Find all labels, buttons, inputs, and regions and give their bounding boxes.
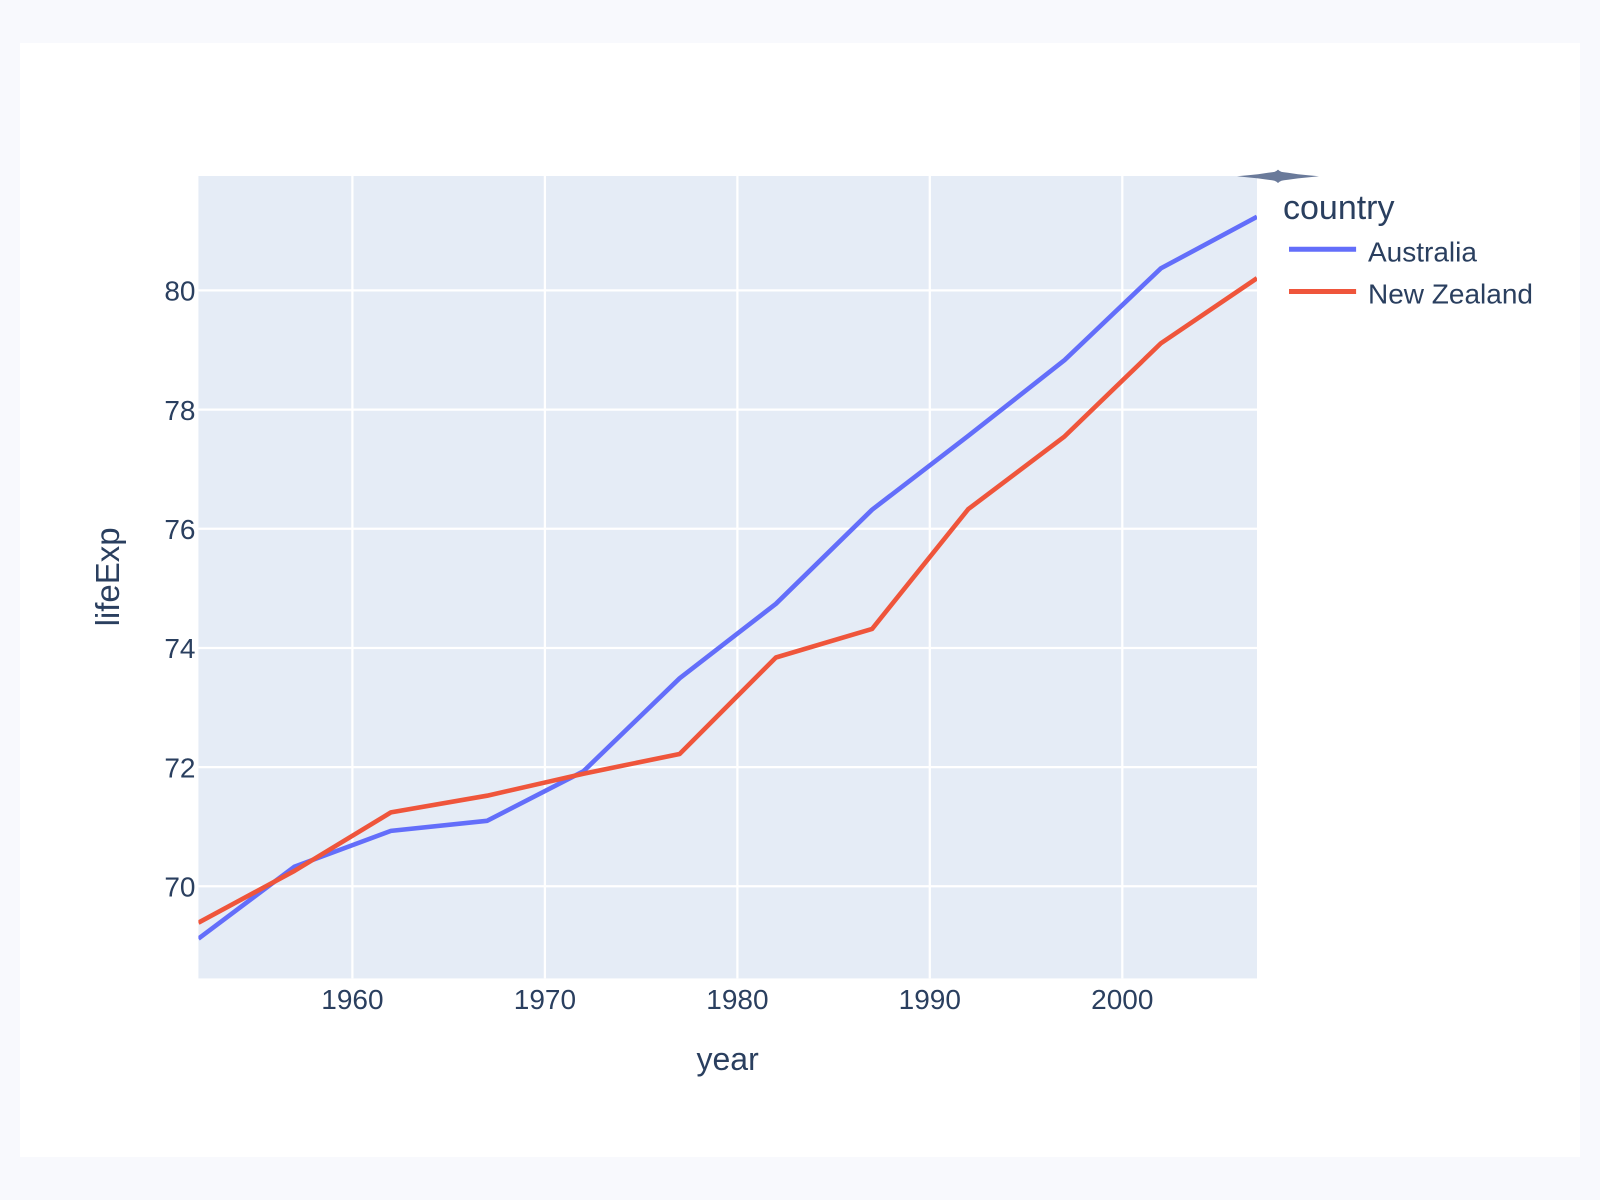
svg-text:74: 74 bbox=[164, 633, 195, 664]
svg-text:76: 76 bbox=[164, 514, 195, 545]
svg-text:2000: 2000 bbox=[1091, 984, 1153, 1015]
svg-text:lifeExp: lifeExp bbox=[89, 527, 126, 626]
svg-text:80: 80 bbox=[164, 276, 195, 307]
svg-text:78: 78 bbox=[164, 395, 195, 426]
svg-text:1980: 1980 bbox=[706, 984, 768, 1015]
svg-text:Australia: Australia bbox=[1368, 236, 1477, 267]
svg-text:70: 70 bbox=[164, 872, 195, 903]
svg-text:72: 72 bbox=[164, 752, 195, 783]
svg-text:1970: 1970 bbox=[514, 984, 576, 1015]
svg-text:year: year bbox=[696, 1041, 759, 1077]
svg-text:1990: 1990 bbox=[899, 984, 961, 1015]
svg-text:1960: 1960 bbox=[321, 984, 383, 1015]
svg-text:country: country bbox=[1283, 189, 1395, 227]
svg-text:New Zealand: New Zealand bbox=[1368, 279, 1533, 310]
